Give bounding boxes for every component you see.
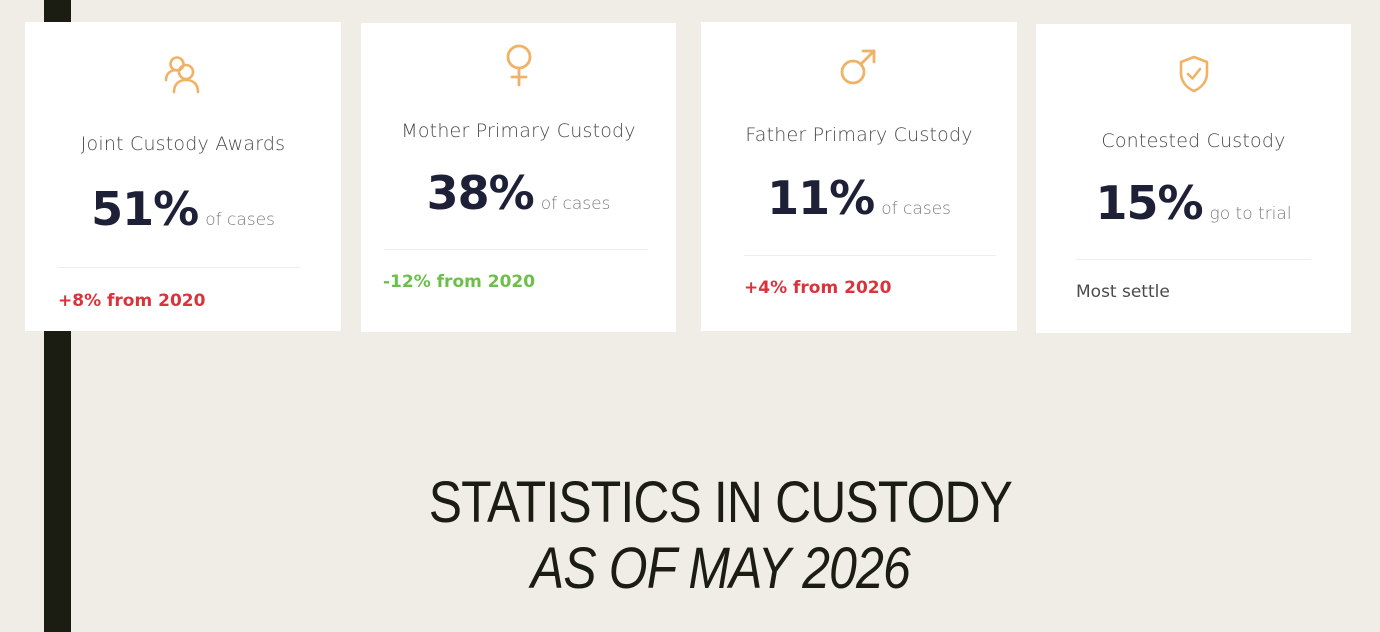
stat-suffix: go to trial <box>1209 204 1292 224</box>
stat-trend: +8% from 2020 <box>58 291 206 311</box>
stat-value: 11% <box>767 171 875 225</box>
stat-value-row: 38% of cases <box>361 166 676 220</box>
card-divider <box>58 267 300 268</box>
heading-line1: STATISTICS IN CUSTODY <box>428 470 1013 535</box>
stat-card-joint-custody: Joint Custody Awards 51% of cases +8% fr… <box>25 22 341 331</box>
stat-label: Mother Primary Custody <box>401 120 636 142</box>
card-divider <box>384 249 648 250</box>
stat-card-mother-custody: Mother Primary Custody 38% of cases -12%… <box>361 23 676 332</box>
card-divider <box>744 255 996 256</box>
card-divider <box>1076 259 1311 260</box>
stat-suffix: of cases <box>881 199 951 219</box>
stat-value-row: 51% of cases <box>25 182 341 236</box>
stat-trend: -12% from 2020 <box>383 272 536 292</box>
stat-suffix: of cases <box>205 210 275 230</box>
stat-value: 51% <box>91 182 199 236</box>
stat-label: Father Primary Custody <box>745 124 973 146</box>
page-heading: STATISTICS IN CUSTODY AS OF MAY 2026 <box>158 470 1284 602</box>
heading-line2: AS OF MAY 2026 <box>530 536 911 601</box>
stat-card-father-custody: Father Primary Custody 11% of cases +4% … <box>701 22 1017 331</box>
shield-check-icon <box>1036 54 1351 94</box>
male-icon <box>701 46 1017 88</box>
stat-card-contested-custody: Contested Custody 15% go to trial Most s… <box>1036 24 1351 333</box>
users-icon <box>25 52 341 96</box>
stat-value: 38% <box>426 166 535 220</box>
stat-suffix: of cases <box>540 194 611 214</box>
stat-value: 15% <box>1095 176 1203 230</box>
stat-value-row: 11% of cases <box>701 171 1017 225</box>
stat-value-row: 15% go to trial <box>1036 176 1351 230</box>
stat-label: Contested Custody <box>1101 130 1286 152</box>
female-icon <box>361 43 676 87</box>
stat-trend: Most settle <box>1076 282 1170 302</box>
stat-trend: +4% from 2020 <box>744 278 892 298</box>
stat-label: Joint Custody Awards <box>80 133 286 155</box>
